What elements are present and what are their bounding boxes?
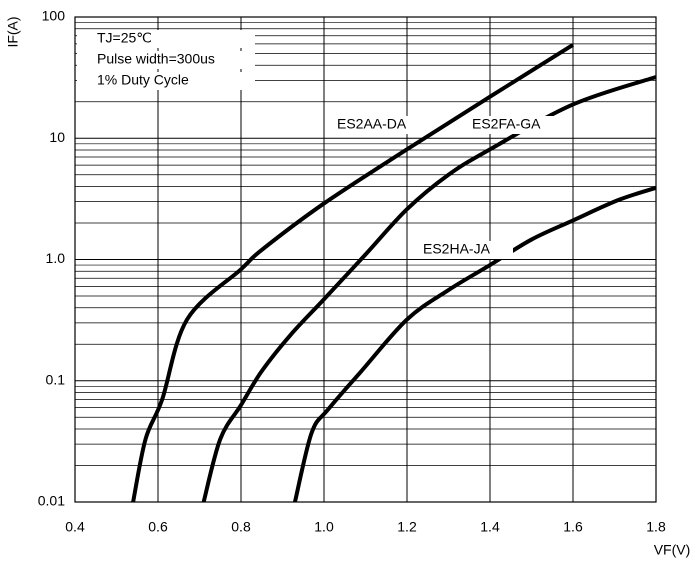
curve-label-background (470, 116, 562, 134)
annotation: TJ=25℃ (97, 30, 152, 46)
annotation-background (77, 72, 255, 90)
x-tick-label: 1.4 (480, 519, 500, 535)
x-tick-label: 0.8 (231, 519, 251, 535)
y-tick-label: 100 (42, 8, 66, 24)
annotation-background (77, 51, 255, 69)
plot-frame (74, 16, 657, 503)
curve-label-background (335, 116, 427, 134)
annotation: Pulse width=300us (97, 51, 215, 67)
curve (293, 185, 657, 503)
x-tick-label: 0.4 (65, 519, 85, 535)
y-tick-label: 0.01 (38, 493, 65, 509)
y-tick-label: 10 (49, 129, 65, 145)
x-tick-label: 1.0 (314, 519, 334, 535)
x-tick-label: 1.8 (646, 519, 666, 535)
annotation: 1% Duty Cycle (97, 72, 189, 88)
curve-label: ES2AA-DA (337, 116, 407, 132)
y-axis-label: IF(A) (5, 16, 21, 47)
curve-label: ES2HA-JA (423, 241, 491, 257)
x-tick-label: 1.6 (563, 519, 583, 535)
curve-label: ES2FA-GA (472, 116, 541, 132)
annotation-background (77, 30, 255, 48)
x-tick-label: 0.6 (148, 519, 168, 535)
x-axis-label: VF(V) (654, 542, 691, 558)
y-tick-label: 0.1 (46, 371, 66, 387)
curve (131, 43, 575, 503)
curve-label-background (421, 241, 513, 259)
y-tick-label: 1.0 (46, 250, 66, 266)
x-tick-label: 1.2 (397, 519, 417, 535)
